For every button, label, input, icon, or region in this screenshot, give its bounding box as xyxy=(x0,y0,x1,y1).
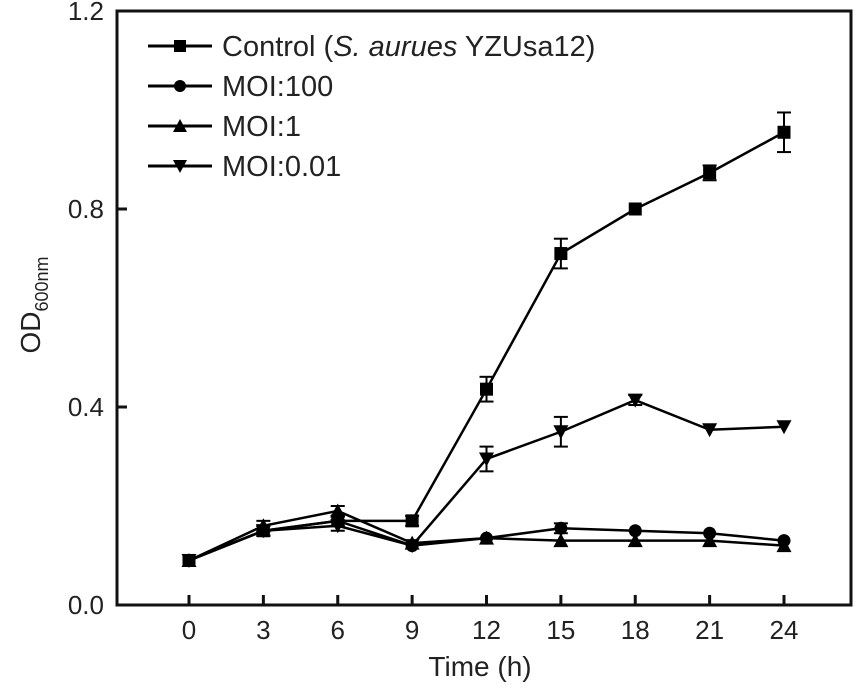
series-moi-1 xyxy=(181,503,792,567)
legend-item: Control (S. aurues YZUsa12) xyxy=(148,31,595,63)
series-layer xyxy=(181,111,792,568)
legend-item: MOI:100 xyxy=(148,71,333,103)
legend-item: MOI:1 xyxy=(148,111,301,143)
marker-triangle-down xyxy=(479,452,494,467)
legend-label: MOI:100 xyxy=(222,71,333,103)
marker-square xyxy=(554,247,568,261)
legend-label-part: YZUsa12) xyxy=(457,31,595,63)
series-line xyxy=(188,131,785,562)
y-tick-label: 1.2 xyxy=(68,0,104,26)
y-axis-title-subscript: 600nm xyxy=(32,256,52,311)
marker-circle xyxy=(174,80,186,92)
x-tick-label: 12 xyxy=(472,615,501,645)
marker-triangle-down xyxy=(173,160,187,173)
marker-square xyxy=(628,202,642,216)
marker-triangle-down xyxy=(181,553,197,568)
marker-circle xyxy=(554,521,568,535)
x-axis-ticks: 0 3 6 9 12 15 18 21 24 xyxy=(182,595,799,645)
x-tick-label: 24 xyxy=(770,615,799,645)
y-tick-label: 0.0 xyxy=(68,590,104,620)
marker-triangle-up xyxy=(776,538,792,553)
marker-triangle-up xyxy=(702,533,718,548)
x-axis-title: Time (h) xyxy=(428,651,531,682)
marker-circle xyxy=(628,524,642,538)
legend-label-species: S. aurues xyxy=(333,31,457,63)
marker-triangle-up xyxy=(479,530,494,545)
x-tick-label: 0 xyxy=(182,615,196,645)
marker-triangle-down xyxy=(702,423,718,438)
legend: Control (S. aurues YZUsa12) MOI:100 MOI:1 M… xyxy=(148,31,595,183)
marker-triangle-up xyxy=(627,533,643,548)
marker-square xyxy=(174,40,186,52)
marker-square xyxy=(777,125,791,139)
marker-square xyxy=(480,382,493,396)
plot-border xyxy=(115,9,853,607)
x-tick-label: 6 xyxy=(331,615,345,645)
x-tick-label: 3 xyxy=(256,615,270,645)
marker-triangle-down xyxy=(553,425,569,440)
x-tick-label: 9 xyxy=(405,615,419,645)
marker-triangle-down xyxy=(255,524,271,539)
plot-frame xyxy=(115,9,853,607)
series-moi-0-01 xyxy=(181,393,792,568)
marker-square xyxy=(703,166,717,180)
x-tick-label: 21 xyxy=(695,615,724,645)
y-axis-title-main: OD xyxy=(15,312,46,354)
x-tick-label: 15 xyxy=(546,615,575,645)
y-tick-label: 0.8 xyxy=(68,194,104,224)
y-axis-ticks: 0.0 0.4 0.8 1.2 xyxy=(68,0,127,620)
legend-label: Control (S. aurues YZUsa12) xyxy=(222,31,595,63)
marker-triangle-up xyxy=(173,119,187,132)
x-tick-label: 18 xyxy=(621,615,650,645)
marker-triangle-down xyxy=(627,393,643,408)
marker-triangle-up xyxy=(553,533,569,548)
marker-triangle-up xyxy=(330,503,346,518)
y-axis-title: OD600nm xyxy=(15,256,52,353)
legend-label: MOI:0.01 xyxy=(222,151,341,183)
marker-triangle-down xyxy=(330,519,346,534)
marker-triangle-down xyxy=(776,420,792,435)
legend-label-part: Control ( xyxy=(222,31,334,63)
marker-square xyxy=(405,514,419,528)
legend-item: MOI:0.01 xyxy=(148,151,341,183)
legend-label: MOI:1 xyxy=(222,111,301,143)
y-tick-label: 0.4 xyxy=(68,392,104,422)
marker-triangle-down xyxy=(404,539,420,554)
